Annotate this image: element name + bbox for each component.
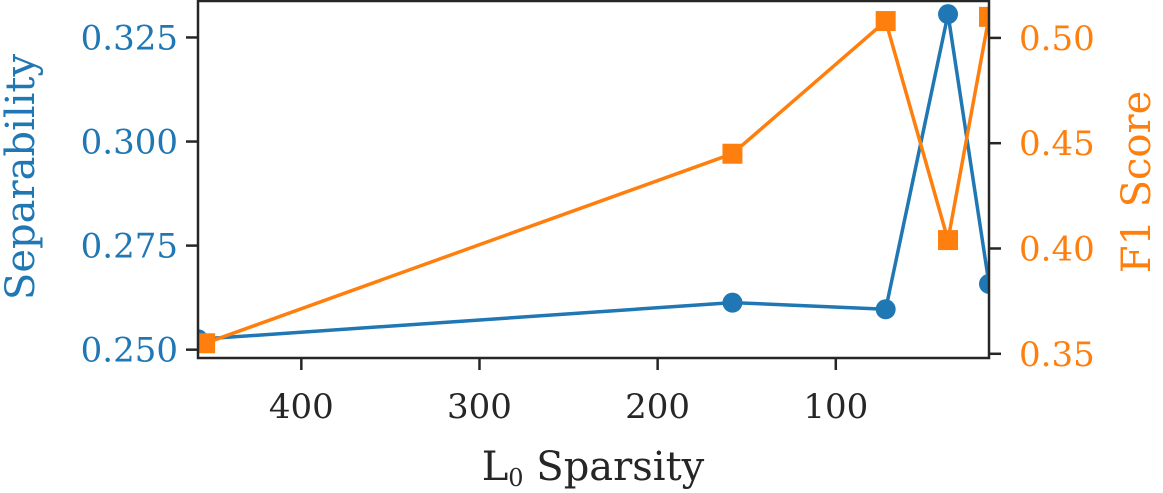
f1-score-point-2 — [875, 11, 896, 32]
separability-point-1 — [722, 292, 743, 313]
separability-point-2 — [875, 299, 896, 320]
series-f1-score-line — [204, 16, 989, 345]
y-axis-left-label: Separability — [0, 54, 44, 301]
x-axis-label-subscript: 0 — [508, 464, 523, 489]
separability-point-3 — [938, 4, 959, 25]
y-left-tick-label-3: 0.325 — [81, 18, 178, 58]
plot-layer — [198, 4, 989, 354]
plot-clipped-group — [198, 4, 989, 354]
y-axis-right-label: F1 Score — [1114, 91, 1160, 274]
y-right-tick-label-1: 0.40 — [1019, 229, 1095, 269]
plot-frame — [196, 0, 991, 360]
y-left-tick-label-2: 0.300 — [81, 123, 178, 163]
y-left-tick-label-0: 0.250 — [81, 331, 178, 371]
f1-score-point-0 — [198, 333, 216, 354]
y-right-tick-label-3: 0.50 — [1019, 19, 1095, 59]
separability-point-4 — [979, 273, 989, 294]
x-tick-label-0: 400 — [269, 387, 334, 427]
series-separability-line — [198, 12, 989, 342]
x-tick-label-2: 200 — [625, 387, 690, 427]
f1-score-point-4 — [979, 6, 989, 27]
y-right-tick-label-0: 0.35 — [1019, 335, 1095, 375]
axes-layer: 0.250 0.275 0.300 0.325 0.35 0.40 0.45 0.50 400 3… — [81, 0, 1095, 427]
x-axis-label-main: L — [482, 444, 509, 489]
x-tick-label-3: 100 — [803, 387, 868, 427]
x-axis-label-rest: Sparsity — [524, 444, 705, 489]
f1-score-point-3 — [938, 230, 959, 251]
f1-score-point-1 — [722, 143, 743, 164]
x-tick-label-1: 300 — [447, 387, 512, 427]
y-right-tick-label-2: 0.45 — [1019, 124, 1095, 164]
x-axis-label: L0 Sparsity — [482, 444, 705, 489]
y-left-tick-label-1: 0.275 — [81, 227, 178, 267]
